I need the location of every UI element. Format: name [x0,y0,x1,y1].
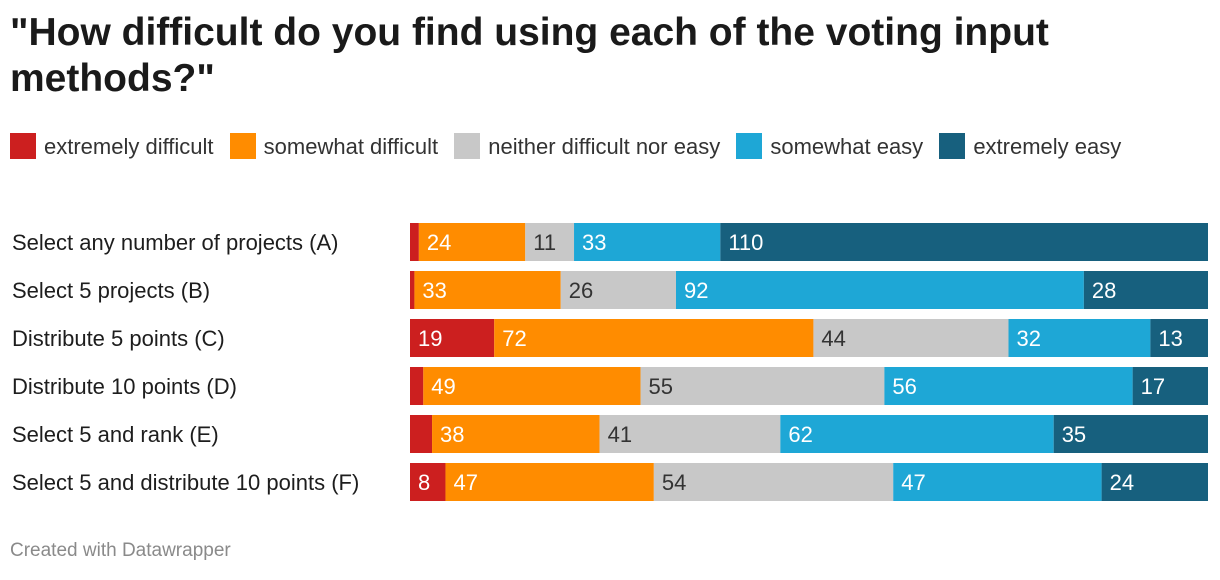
data-label: 110 [728,230,763,255]
row-label: Distribute 5 points (C) [12,326,225,351]
legend-swatch [454,133,481,159]
bar-segment [574,223,721,261]
row-label: Select 5 and distribute 10 points (F) [12,470,359,495]
bar-segment [432,415,600,453]
footer-credit: Created with Datawrapper [10,540,231,561]
data-label: 62 [788,422,812,447]
legend-label: somewhat easy [770,134,924,159]
bar-segment [410,415,433,453]
legend-item-somewhat-easy: somewhat easy [736,133,924,159]
legend-swatch [736,133,763,159]
data-label: 49 [431,374,455,399]
bar-segment [893,463,1102,501]
bar-segment [410,271,415,309]
legend-item-neither: neither difficult nor easy [454,133,721,159]
bar-segment [780,415,1054,453]
bar-segment [414,271,561,309]
data-label: 92 [684,278,708,303]
data-label: 17 [1141,374,1165,399]
data-label: 44 [821,326,845,351]
bar-segment [884,367,1133,405]
data-label: 56 [892,374,916,399]
bar-segment [813,319,1009,357]
bar-segment [410,319,495,357]
bar-segment [1053,415,1208,453]
chart-title: "How difficult do you find using each of… [10,11,1049,100]
data-label: 33 [422,278,446,303]
data-label: 35 [1062,422,1086,447]
data-label: 47 [901,470,925,495]
legend: extremely difficult somewhat difficult n… [10,130,1200,164]
bar-segment [1101,463,1208,501]
data-label: 33 [582,230,606,255]
bar-segment [653,463,894,501]
legend-item-extremely-easy: extremely easy [939,133,1122,159]
bar-segment [599,415,781,453]
bar-segment [423,367,641,405]
bar-segment [1008,319,1151,357]
data-label: 54 [662,470,686,495]
data-label: 55 [649,374,673,399]
data-label: 28 [1092,278,1116,303]
legend-item-extremely-difficult: extremely difficult [10,133,214,159]
bar-segment [494,319,814,357]
bar-segment [410,367,424,405]
bar-segment [676,271,1084,309]
bar-segment [418,223,526,261]
bar-segment [1150,319,1208,357]
data-label: 41 [608,422,632,447]
bar-segment [640,367,885,405]
bar-segment [1083,271,1208,309]
row-label: Distribute 10 points (D) [12,374,237,399]
legend-label: somewhat difficult [263,134,439,159]
data-label: 24 [427,230,451,255]
legend-label: extremely difficult [44,134,214,159]
bar-segment [525,223,575,261]
legend-label: extremely easy [973,134,1122,159]
bar-segment [1132,367,1208,405]
data-label: 19 [418,326,442,351]
bar-segment [560,271,676,309]
row-label: Select 5 projects (B) [12,278,210,303]
data-label: 26 [569,278,593,303]
legend-swatch [10,133,36,159]
data-label: 47 [453,470,477,495]
legend-label: neither difficult nor easy [488,134,721,159]
row-label: Select 5 and rank (E) [12,422,219,447]
bar-segment [410,223,419,261]
legend-item-somewhat-difficult: somewhat difficult [229,133,439,159]
data-label: 13 [1158,326,1182,351]
data-label: 38 [440,422,464,447]
data-label: 32 [1017,326,1041,351]
bar-segment [410,463,446,501]
data-label: 24 [1110,470,1134,495]
data-label: 8 [418,470,430,495]
data-label: 11 [533,230,556,255]
row-label: Select any number of projects (A) [12,230,338,255]
bar-segment [720,223,1208,261]
bar-segment [445,463,654,501]
legend-swatch [229,133,256,159]
legend-swatch [939,133,966,159]
data-label: 72 [502,326,526,351]
